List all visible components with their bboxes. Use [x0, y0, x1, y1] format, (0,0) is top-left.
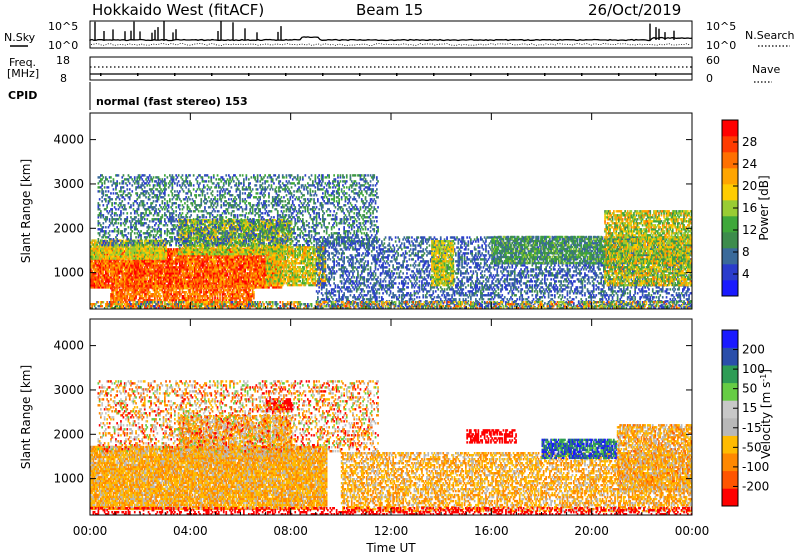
- noise-right-tick-top: 10^5: [706, 20, 736, 33]
- frequency-mark: [100, 73, 102, 76]
- frequency-mark: [470, 73, 472, 76]
- noise-traces: [90, 21, 692, 46]
- nave-tick-bottom: 0: [706, 72, 713, 85]
- cpid-label: CPID: [8, 89, 37, 102]
- noise-right-tick-bottom: 10^0: [706, 39, 736, 52]
- frequency-mark: [174, 73, 176, 76]
- nave-label: Nave: [752, 63, 780, 76]
- frequency-mark: [655, 73, 657, 76]
- freq-tick-top: 18: [56, 54, 70, 67]
- frequency-mark: [544, 73, 546, 76]
- nsky-trace: [90, 37, 692, 41]
- power-heatmap: [90, 174, 692, 309]
- beam-label: Beam 15: [356, 1, 423, 19]
- frequency-mark: [581, 73, 583, 76]
- noise-left-tick-top: 10^5: [48, 20, 78, 33]
- radar-title: Hokkaido West (fitACF): [92, 1, 264, 19]
- frequency-mark: [248, 73, 250, 76]
- frequency-axes: [90, 57, 692, 80]
- nave-tick-top: 60: [706, 54, 720, 67]
- freq-tick-bottom: 8: [60, 72, 67, 85]
- frequency-mark: [211, 73, 213, 76]
- noise-left-tick-bottom: 10^0: [48, 39, 78, 52]
- frequency-mark: [359, 73, 361, 76]
- frequency-mark: [137, 73, 139, 76]
- frequency-mark: [433, 73, 435, 76]
- frequency-mark: [618, 73, 620, 76]
- freq-unit-label: [MHz]: [7, 67, 39, 80]
- frequency-traces: [90, 67, 692, 76]
- noise-right-label: N.Search: [745, 29, 795, 42]
- date-label: 26/Oct/2019: [588, 1, 681, 19]
- frequency-mark: [285, 73, 287, 76]
- noise-left-label: N.Sky: [4, 31, 36, 44]
- nsearch-trace: [90, 44, 690, 47]
- frequency-mark: [507, 73, 509, 76]
- heatmap-cell: [118, 285, 120, 287]
- frequency-mark: [322, 73, 324, 76]
- cpid-text: normal (fast stereo) 153: [96, 95, 248, 108]
- frequency-mark: [396, 73, 398, 76]
- noise-panel: N.Sky 10^5 10^0 10^5 10^0 N.Search: [4, 20, 795, 52]
- frequency-panel: Freq. [MHz] 18 8 60 0 Nave CPID normal (…: [7, 54, 780, 110]
